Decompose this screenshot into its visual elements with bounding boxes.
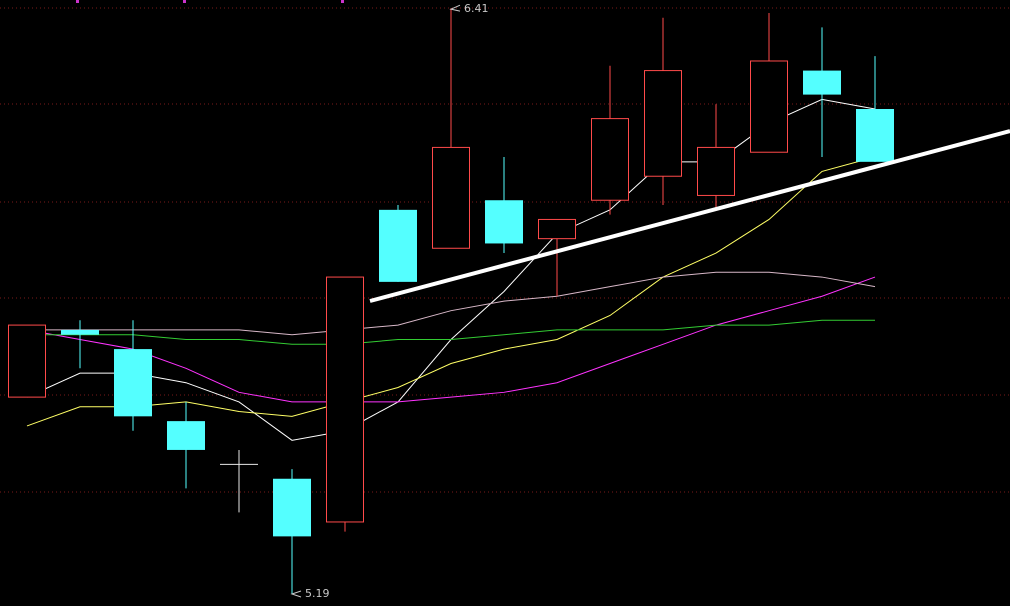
candle-body xyxy=(432,146,470,249)
annotation-arrow xyxy=(449,4,461,12)
candle-body xyxy=(167,421,205,450)
candle-body xyxy=(856,109,894,162)
candle-body xyxy=(538,218,576,240)
moving-average xyxy=(27,319,875,345)
grid xyxy=(0,7,1010,493)
marker-dot xyxy=(341,0,344,3)
candle-body xyxy=(750,60,788,153)
candle-body xyxy=(803,70,841,95)
marker-dot xyxy=(76,0,79,3)
candle-body xyxy=(114,349,152,417)
moving-average xyxy=(26,156,876,427)
marker-dot xyxy=(183,0,186,3)
candle-body xyxy=(591,118,629,201)
marks: 6.41 5.19 xyxy=(8,2,894,600)
candle-body xyxy=(697,146,735,196)
annotation-arrow xyxy=(290,590,302,598)
candle-body xyxy=(485,200,523,244)
low-label: 5.19 xyxy=(305,587,330,600)
moving-average xyxy=(26,276,876,403)
moving-average xyxy=(27,271,876,336)
candle-body xyxy=(61,329,99,335)
candle-body xyxy=(379,209,417,282)
candle-body xyxy=(273,478,311,537)
high-label: 6.41 xyxy=(464,2,489,15)
candle-body xyxy=(326,276,364,523)
candle-body xyxy=(644,70,682,177)
candle-body xyxy=(8,324,46,398)
trend-line xyxy=(369,129,1010,303)
